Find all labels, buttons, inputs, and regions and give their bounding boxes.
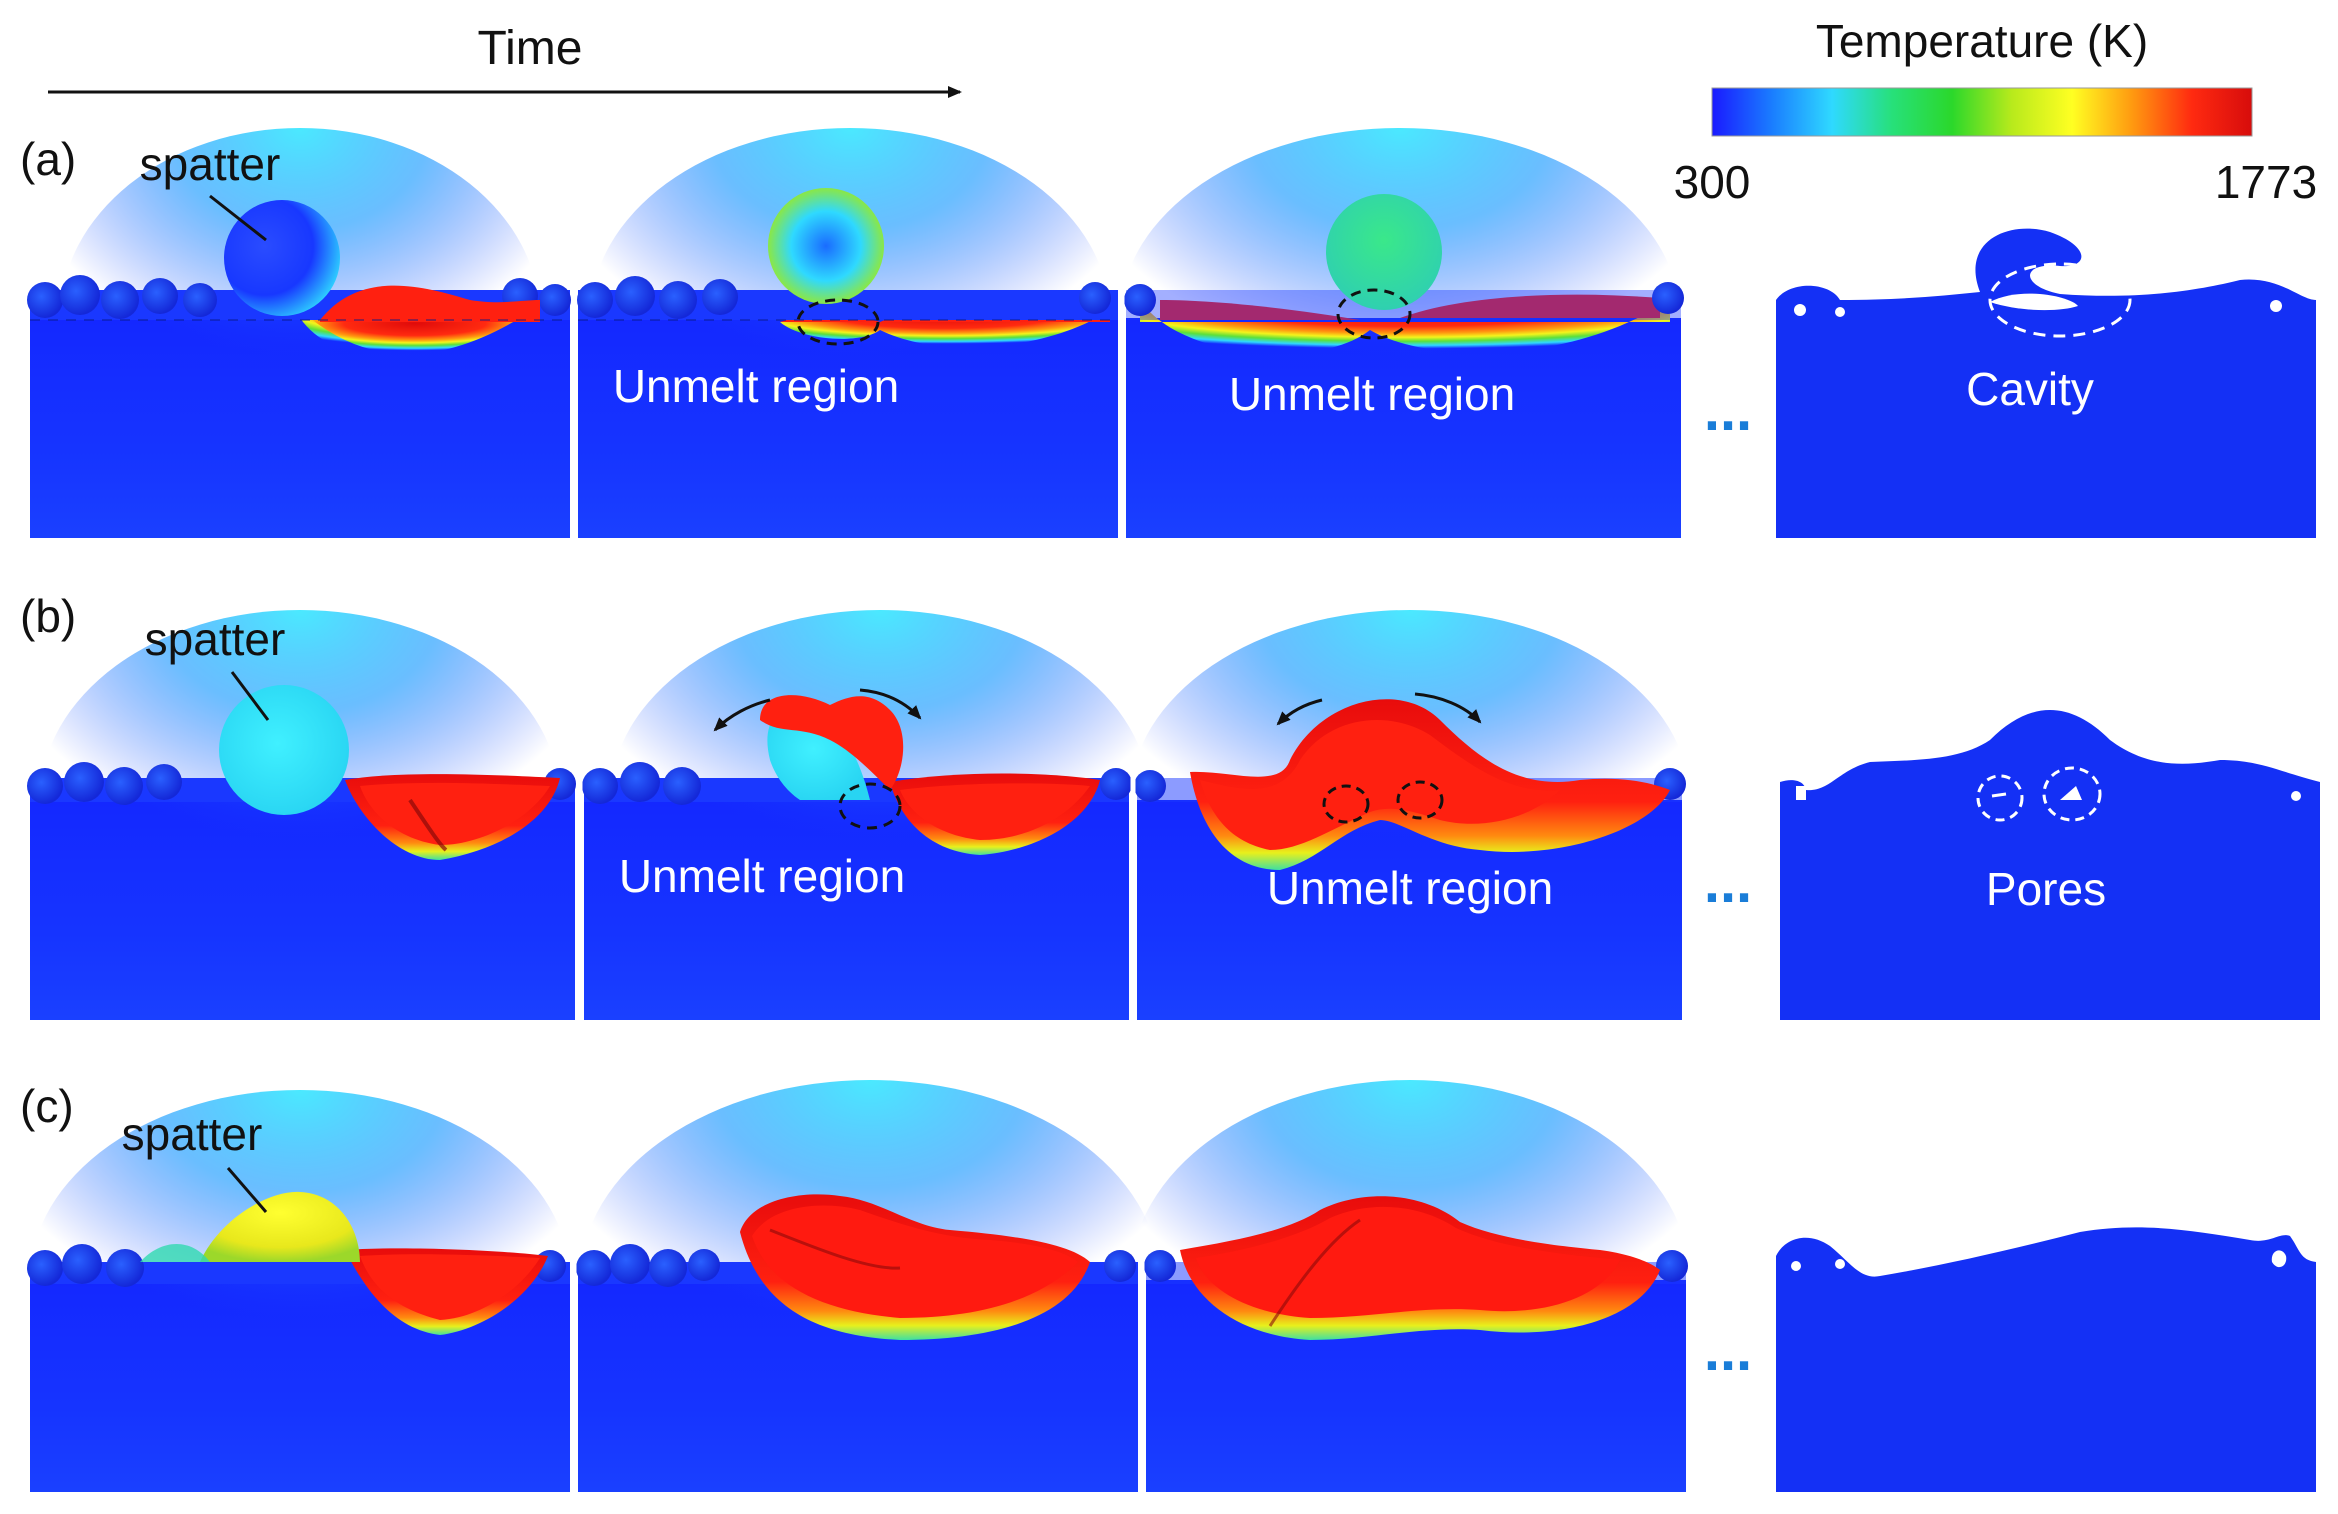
unmelt-marker: [796, 298, 880, 346]
colorbar-max-label: 1773: [2215, 156, 2317, 208]
unmelt-marker: [1396, 780, 1444, 820]
spatter-pointer-c: [226, 1167, 268, 1213]
panel-a2: Unmelt region: [577, 128, 1118, 538]
colorbar-bar: [1711, 87, 2253, 137]
panel-a3: Unmelt region: [1120, 128, 1684, 538]
unmelt-marker: [838, 782, 902, 830]
cavity-marker: [1988, 262, 2132, 338]
time-axis: Time: [48, 22, 962, 98]
spatter-particle: [768, 188, 884, 304]
unmelt-marker: [1336, 288, 1412, 340]
panel-c3: [1130, 1080, 1690, 1492]
pore-marker: [2042, 766, 2102, 822]
spatter-pointer-a: [209, 194, 267, 242]
unmelt-marker: [1322, 784, 1370, 824]
spatter-particle: [219, 685, 349, 815]
annotation-b4: Pores: [1986, 863, 2106, 915]
panel-b1: [27, 610, 576, 1020]
flow-arrow-left: [713, 698, 771, 732]
flow-arrow-left: [1276, 698, 1323, 726]
spatter-label-a: spatter: [140, 138, 281, 190]
spatter-particle: [1326, 194, 1442, 310]
ellipsis-b: ...: [1704, 850, 1752, 915]
row-b: (b) spatter: [20, 590, 2320, 1020]
panel-b3: Unmelt region: [1130, 610, 1690, 1020]
row-a: (a) spatter: [20, 128, 2316, 538]
panel-b2: Unmelt region: [582, 610, 1150, 1020]
flow-arrow-right: [859, 688, 922, 720]
pore-marker: [1976, 774, 2024, 822]
row-c-tag: (c): [20, 1080, 74, 1132]
annotation-a4: Cavity: [1966, 363, 2094, 415]
annotation-a2: Unmelt region: [613, 360, 899, 412]
time-label: Time: [478, 22, 583, 75]
annotation-b2: Unmelt region: [619, 850, 905, 902]
panel-a4: Cavity: [1776, 228, 2316, 538]
panel-c1: [27, 1090, 570, 1492]
panel-b4: Pores: [1780, 710, 2320, 1020]
ellipsis-c: ...: [1704, 1318, 1752, 1383]
row-b-tag: (b): [20, 590, 76, 642]
panel-a1: [27, 128, 571, 538]
colorbar-min-label: 300: [1674, 156, 1751, 208]
spatter-particle: [200, 1191, 360, 1262]
row-c: (c) spatter: [20, 1080, 2316, 1492]
spatter-label-c: spatter: [122, 1108, 263, 1160]
flow-arrow-right: [1414, 692, 1482, 724]
panel-separators: [571, 280, 1145, 1494]
annotation-b3: Unmelt region: [1267, 862, 1553, 914]
row-a-tag: (a): [20, 133, 76, 185]
panel-c2: [576, 1080, 1160, 1492]
spatter-pointer-b: [230, 671, 270, 721]
spatter-particle: [224, 200, 340, 316]
colorbar: Temperature (K) 300 1773: [1674, 15, 2318, 208]
ellipsis-a: ...: [1704, 378, 1752, 443]
annotation-a3: Unmelt region: [1229, 368, 1515, 420]
panel-c4: [1776, 1227, 2316, 1492]
spatter-label-b: spatter: [145, 613, 286, 665]
colorbar-title: Temperature (K): [1816, 15, 2148, 67]
